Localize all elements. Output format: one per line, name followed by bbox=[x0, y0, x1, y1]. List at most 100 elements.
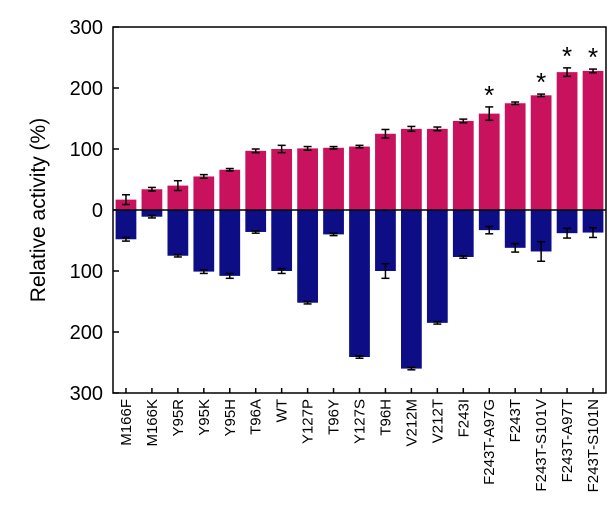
bar-top-F243T-S101V bbox=[530, 95, 552, 210]
errorbar-top-F243T bbox=[511, 101, 520, 106]
bar-bottom-M166F bbox=[115, 210, 137, 240]
errorbar-bottom-Y127P bbox=[303, 300, 312, 305]
bar-top-T96H bbox=[375, 133, 396, 210]
bar-bottom-F243T-A97T bbox=[556, 210, 578, 234]
x-axis: M166F M166K Y95R Y95K Y95H T96A WT Y127P T96Y Y12… bbox=[118, 388, 602, 492]
x-tick-label: F243T-S101V bbox=[533, 399, 550, 492]
x-tick-label: F243I bbox=[455, 399, 472, 437]
errorbar-top-M166K bbox=[147, 186, 156, 192]
bar-top-T96A bbox=[245, 150, 267, 210]
bar-bottom-Y127P bbox=[297, 210, 318, 303]
x-tick-label: M166K bbox=[144, 399, 161, 447]
x-tick-label: V212M bbox=[403, 399, 420, 447]
errorbar-top-T96Y bbox=[329, 145, 338, 150]
errorbar-top-M166F bbox=[121, 194, 130, 206]
errorbar-bottom-M166K bbox=[147, 214, 156, 219]
y-tick-label: 0 bbox=[92, 200, 103, 222]
bars-layer bbox=[115, 70, 604, 369]
bar-top-M166K bbox=[141, 189, 163, 210]
bar-bottom-T96Y bbox=[323, 210, 344, 235]
bar-bottom-Y95H bbox=[219, 210, 241, 276]
bar-top-V212M bbox=[401, 128, 422, 210]
bar-top-Y95K bbox=[193, 176, 215, 210]
bar-bottom-F243T-A97G bbox=[478, 210, 500, 231]
x-tick-label: Y95H bbox=[222, 399, 239, 437]
bar-bottom-F243T bbox=[504, 210, 526, 248]
x-tick-label: WT bbox=[274, 399, 291, 422]
errorbar-top-Y127S bbox=[355, 144, 364, 149]
bar-top-F243T bbox=[504, 103, 526, 210]
bar-top-F243I bbox=[452, 120, 474, 210]
significance-star: * bbox=[562, 41, 572, 71]
significance-star: * bbox=[484, 80, 494, 110]
bar-bottom-Y127S bbox=[349, 210, 370, 358]
bar-top-F243T-A97T bbox=[556, 72, 578, 210]
bar-bottom-F243I bbox=[452, 210, 474, 257]
bar-top-Y127P bbox=[297, 148, 318, 210]
significance-star: * bbox=[588, 42, 598, 72]
bar-top-F243T-S101N bbox=[582, 70, 604, 210]
errorbar-bottom-Y127S bbox=[355, 355, 364, 359]
x-tick-label: T96Y bbox=[326, 399, 343, 435]
x-tick-label: F243T-A97T bbox=[559, 399, 576, 482]
errorbar-bottom-Y95K bbox=[199, 269, 208, 275]
errorbar-bottom-F243T-A97T bbox=[563, 227, 572, 239]
errorbar-bottom-F243T-S101V bbox=[537, 240, 546, 262]
bar-bottom-T96H bbox=[375, 210, 396, 271]
y-tick-label: 200 bbox=[70, 322, 103, 344]
x-tick-label: Y95R bbox=[170, 399, 187, 437]
bar-bottom-V212T bbox=[426, 210, 448, 323]
y-tick-label: 200 bbox=[70, 78, 103, 100]
errorbar-bottom-F243I bbox=[459, 255, 468, 259]
y-tick-label: 300 bbox=[70, 17, 103, 39]
bar-top-WT bbox=[271, 149, 293, 210]
errorbar-top-F243T-S101N bbox=[589, 68, 598, 74]
errorbar-top-F243T-A97G bbox=[485, 106, 494, 122]
errorbar-bottom-V212M bbox=[407, 366, 416, 371]
errorbar-top-WT bbox=[277, 144, 286, 154]
bar-top-Y95R bbox=[167, 185, 189, 210]
bar-top-Y95H bbox=[219, 169, 241, 210]
errorbar-top-Y95H bbox=[225, 167, 234, 172]
errorbar-bottom-WT bbox=[277, 267, 286, 275]
y-axis: 300 200 100 0 100 200 300 bbox=[70, 17, 119, 405]
bar-bottom-F243T-S101V bbox=[530, 210, 552, 252]
bar-bottom-Y95R bbox=[167, 210, 189, 256]
errorbar-bottom-T96A bbox=[251, 229, 260, 234]
y-tick-label: 300 bbox=[70, 383, 103, 405]
errorbar-bottom-F243T-A97G bbox=[485, 225, 494, 235]
errorbar-bottom-M166F bbox=[121, 236, 130, 242]
bar-bottom-Y95K bbox=[193, 210, 215, 272]
y-axis-label: Relative activity (%) bbox=[27, 118, 50, 302]
errorbar-top-Y127P bbox=[303, 145, 312, 151]
x-tick-label: V212T bbox=[429, 399, 446, 443]
bar-bottom-V212M bbox=[401, 210, 422, 369]
x-tick-label: T96A bbox=[248, 399, 265, 435]
y-tick-label: 100 bbox=[70, 139, 103, 161]
x-tick-label: Y127S bbox=[352, 399, 369, 444]
errorbar-top-T96A bbox=[251, 148, 260, 154]
x-tick-label: M166F bbox=[118, 399, 135, 446]
errorbar-top-F243T-S101V bbox=[537, 93, 546, 98]
errorbar-top-F243I bbox=[459, 118, 468, 124]
errorbar-bottom-Y95H bbox=[225, 272, 234, 280]
bar-top-T96Y bbox=[323, 147, 344, 210]
error-bars-layer bbox=[121, 67, 598, 371]
bar-top-F243T-A97G bbox=[478, 113, 500, 210]
errorbar-bottom-F243T bbox=[511, 242, 520, 253]
bar-bottom-F243T-S101N bbox=[582, 210, 604, 233]
errorbar-bottom-Y95R bbox=[173, 253, 182, 258]
errorbar-top-V212M bbox=[407, 125, 416, 133]
bar-bottom-T96A bbox=[245, 210, 267, 232]
errorbar-bottom-F243T-S101N bbox=[589, 226, 598, 239]
x-tick-label: Y127P bbox=[300, 399, 317, 444]
annotations-layer: * * * * bbox=[484, 41, 598, 110]
bar-bottom-WT bbox=[271, 210, 293, 271]
bar-bottom-M166K bbox=[141, 210, 163, 217]
errorbar-bottom-V212T bbox=[433, 320, 442, 325]
y-tick-label: 100 bbox=[70, 261, 103, 283]
errorbar-top-V212T bbox=[433, 126, 442, 132]
x-tick-label: F243T-S101N bbox=[585, 399, 602, 492]
bar-top-V212T bbox=[426, 128, 448, 210]
